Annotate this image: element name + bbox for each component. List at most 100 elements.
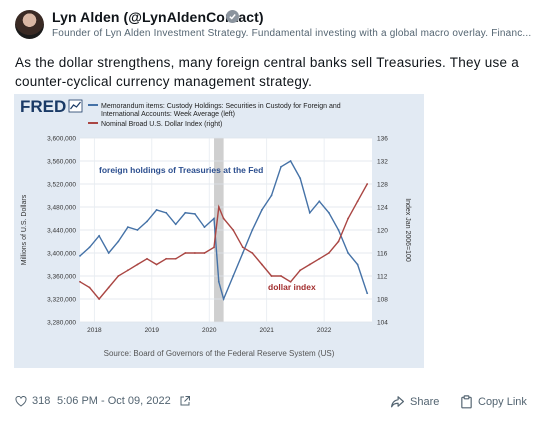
left-tick-label: 3,440,000 <box>47 228 76 235</box>
data-point-holdings <box>203 226 206 229</box>
data-point-dollar <box>165 257 168 260</box>
right-tick-label: 128 <box>377 182 388 189</box>
data-point-dollar <box>337 240 340 243</box>
right-tick-label: 132 <box>377 159 388 166</box>
data-point-dollar <box>232 229 235 231</box>
x-axis-ticks: 2018 2019 2020 2021 2022 <box>87 327 332 334</box>
data-point-dollar <box>261 263 263 266</box>
clipboard-icon <box>461 395 472 409</box>
annotation-dollar-index: dollar index <box>268 282 316 292</box>
data-point-dollar <box>184 252 187 254</box>
copy-link-button[interactable]: Copy Link <box>460 395 527 409</box>
right-tick-label: 104 <box>377 320 388 327</box>
data-point-holdings <box>165 211 168 214</box>
right-axis-ticks: 104 108 112 116 120 124 128 132 136 <box>377 136 388 327</box>
data-point-dollar <box>270 275 273 277</box>
data-point-holdings <box>337 229 340 231</box>
author-bio: Founder of Lyn Alden Investment Strategy… <box>52 28 532 39</box>
data-point-dollar <box>251 252 254 254</box>
data-point-dollar <box>174 257 177 260</box>
data-point-dollar <box>136 263 139 266</box>
data-point-dollar <box>299 269 302 272</box>
left-tick-label: 3,320,000 <box>47 297 76 304</box>
share-button[interactable]: Share <box>390 395 439 408</box>
chart-source: Source: Board of Governors of the Federa… <box>104 349 335 358</box>
data-point-dollar <box>366 183 369 185</box>
data-point-dollar <box>79 280 81 283</box>
right-tick-label: 120 <box>377 228 388 235</box>
data-point-holdings <box>289 160 292 162</box>
left-axis-ticks: 3,280,000 3,320,000 3,360,000 3,400,000 3,44… <box>47 136 76 327</box>
data-point-holdings <box>98 234 101 237</box>
user-avatar[interactable] <box>15 10 44 39</box>
x-tick-label: 2019 <box>145 327 160 334</box>
left-tick-label: 3,560,000 <box>47 159 76 166</box>
series-points-holdings <box>79 160 369 300</box>
data-point-dollar <box>146 257 148 260</box>
like-button[interactable]: 318 <box>15 395 50 407</box>
data-point-dollar <box>107 286 110 289</box>
left-tick-label: 3,480,000 <box>47 205 76 212</box>
data-point-holdings <box>174 223 177 226</box>
copy-link-label: Copy Link <box>478 396 527 408</box>
data-point-holdings <box>107 252 110 254</box>
data-point-holdings <box>347 252 349 254</box>
left-tick-label: 3,360,000 <box>47 274 76 281</box>
right-tick-label: 136 <box>377 136 388 143</box>
data-point-holdings <box>146 220 148 223</box>
data-point-dollar <box>356 200 359 203</box>
legend-holdings-line2: International Accounts: Week Average (le… <box>101 111 235 118</box>
data-point-dollar <box>222 217 225 220</box>
left-tick-label: 3,600,000 <box>47 136 76 143</box>
data-point-dollar <box>117 275 120 277</box>
data-point-holdings <box>222 298 225 300</box>
data-point-dollar <box>347 217 349 220</box>
fred-chart: FRED Memorandum items: Custody Holdings:… <box>20 97 411 358</box>
legend-dollar: Nominal Broad U.S. Dollar Index (right) <box>101 121 222 128</box>
data-point-holdings <box>79 254 81 257</box>
open-external-button[interactable] <box>179 395 191 407</box>
data-point-dollar <box>155 263 158 266</box>
data-point-dollar <box>88 286 91 289</box>
data-point-dollar <box>328 252 330 254</box>
data-point-holdings <box>155 208 158 211</box>
data-point-dollar <box>203 252 206 254</box>
data-point-holdings <box>136 229 139 231</box>
data-point-holdings <box>251 229 254 231</box>
grid-lines <box>80 137 372 323</box>
post-text: As the dollar strengthens, many foreign … <box>15 55 520 89</box>
right-tick-label: 116 <box>377 251 388 258</box>
data-point-dollar <box>98 298 101 300</box>
x-tick-label: 2022 <box>317 327 332 334</box>
data-point-holdings <box>126 226 129 229</box>
legend-holdings-line1: Memorandum items: Custody Holdings: Secu… <box>101 103 341 110</box>
data-point-dollar <box>289 280 292 283</box>
series-line-holdings <box>79 160 368 302</box>
left-tick-label: 3,400,000 <box>47 251 76 258</box>
data-point-holdings <box>88 246 91 249</box>
data-point-dollar <box>318 257 321 260</box>
data-point-holdings <box>261 208 263 211</box>
x-tick-label: 2021 <box>259 327 274 334</box>
author-display-name[interactable]: Lyn Alden (@LynAldenContact) <box>52 9 264 25</box>
data-point-holdings <box>280 165 282 168</box>
external-link-icon <box>180 396 190 406</box>
data-point-dollar <box>308 263 311 266</box>
series-line-dollar <box>79 183 368 301</box>
data-point-holdings <box>217 280 220 283</box>
data-point-holdings <box>318 200 321 203</box>
data-point-holdings <box>299 177 302 180</box>
fred-logo-graph-icon <box>68 99 83 113</box>
chart-image: FRED Memorandum items: Custody Holdings:… <box>14 94 424 368</box>
data-point-dollar <box>193 252 196 254</box>
x-tick-label: 2018 <box>87 327 102 334</box>
data-point-dollar <box>213 246 215 249</box>
right-tick-label: 108 <box>377 297 388 304</box>
data-point-dollar <box>126 269 129 272</box>
right-axis-label: Index Jan 2006=100 <box>404 198 411 262</box>
data-point-holdings <box>193 213 196 215</box>
data-point-holdings <box>356 263 359 266</box>
data-point-dollar <box>280 275 282 277</box>
post-timestamp[interactable]: 5:06 PM - Oct 09, 2022 <box>57 395 171 407</box>
share-label: Share <box>410 395 440 408</box>
